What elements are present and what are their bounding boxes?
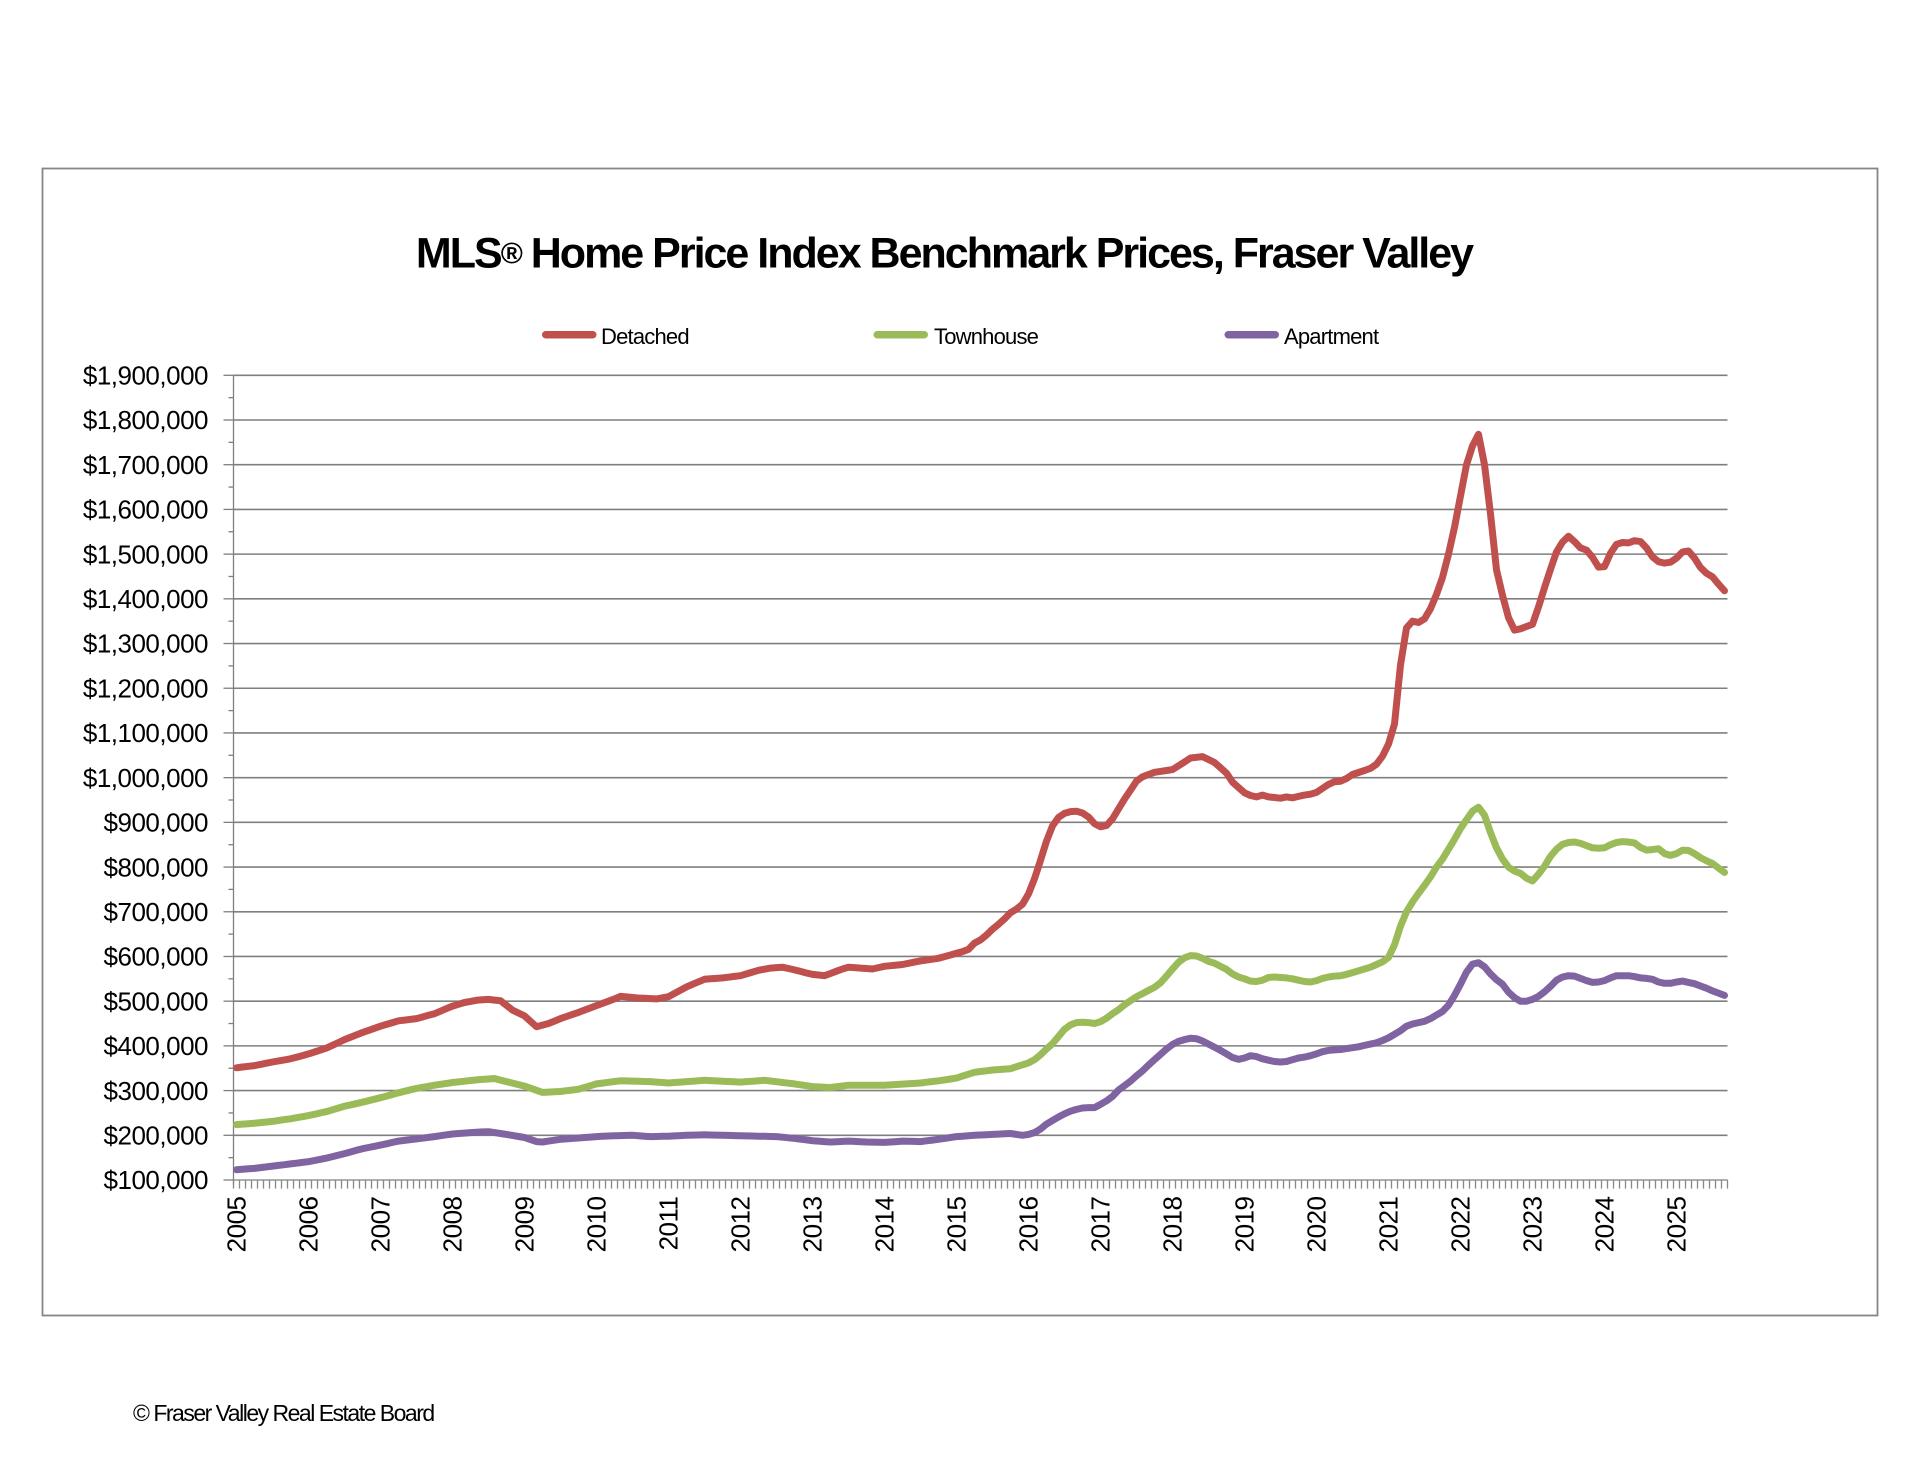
svg-text:$1,200,000: $1,200,000	[83, 673, 208, 703]
svg-text:2025: 2025	[1662, 1196, 1692, 1252]
svg-text:$1,900,000: $1,900,000	[83, 361, 208, 391]
svg-text:$1,400,000: $1,400,000	[83, 584, 208, 614]
svg-text:2023: 2023	[1518, 1196, 1548, 1252]
svg-text:$100,000: $100,000	[104, 1165, 208, 1195]
svg-text:$700,000: $700,000	[104, 897, 208, 927]
svg-text:$1,000,000: $1,000,000	[83, 763, 208, 793]
svg-text:$1,100,000: $1,100,000	[83, 718, 208, 748]
svg-text:2007: 2007	[366, 1196, 396, 1252]
svg-text:Townhouse: Townhouse	[934, 324, 1039, 349]
svg-text:$1,600,000: $1,600,000	[83, 495, 208, 525]
svg-text:2010: 2010	[582, 1196, 612, 1252]
svg-text:Apartment: Apartment	[1284, 324, 1379, 349]
svg-text:$200,000: $200,000	[104, 1121, 208, 1151]
svg-text:$1,800,000: $1,800,000	[83, 405, 208, 435]
svg-text:$1,300,000: $1,300,000	[83, 629, 208, 659]
svg-text:2020: 2020	[1302, 1196, 1332, 1252]
svg-text:Detached: Detached	[601, 324, 689, 349]
svg-text:2014: 2014	[870, 1196, 900, 1252]
svg-text:2016: 2016	[1014, 1196, 1044, 1252]
svg-text:2005: 2005	[222, 1196, 252, 1252]
svg-text:2006: 2006	[294, 1196, 324, 1252]
svg-text:$600,000: $600,000	[104, 942, 208, 972]
svg-text:2022: 2022	[1446, 1196, 1476, 1252]
svg-text:$1,500,000: $1,500,000	[83, 539, 208, 569]
svg-text:2011: 2011	[654, 1196, 684, 1250]
svg-text:2019: 2019	[1230, 1196, 1260, 1252]
svg-text:2018: 2018	[1158, 1196, 1188, 1252]
svg-text:2021: 2021	[1374, 1196, 1404, 1252]
svg-text:$300,000: $300,000	[104, 1076, 208, 1106]
svg-text:2024: 2024	[1590, 1196, 1620, 1252]
svg-text:2009: 2009	[510, 1196, 540, 1252]
svg-text:$800,000: $800,000	[104, 852, 208, 882]
svg-text:$900,000: $900,000	[104, 808, 208, 838]
svg-text:2012: 2012	[726, 1196, 756, 1252]
svg-text:$400,000: $400,000	[104, 1031, 208, 1061]
svg-text:2008: 2008	[438, 1196, 468, 1252]
svg-text:© Fraser Valley Real Estate Bo: © Fraser Valley Real Estate Board	[133, 1400, 434, 1426]
svg-text:$500,000: $500,000	[104, 986, 208, 1016]
svg-text:$1,700,000: $1,700,000	[83, 450, 208, 480]
svg-text:MLS® Home Price Index Benchmar: MLS® Home Price Index Benchmark Prices, …	[416, 230, 1474, 278]
svg-text:2015: 2015	[942, 1196, 972, 1252]
svg-text:2013: 2013	[798, 1196, 828, 1252]
svg-text:2017: 2017	[1086, 1196, 1116, 1252]
